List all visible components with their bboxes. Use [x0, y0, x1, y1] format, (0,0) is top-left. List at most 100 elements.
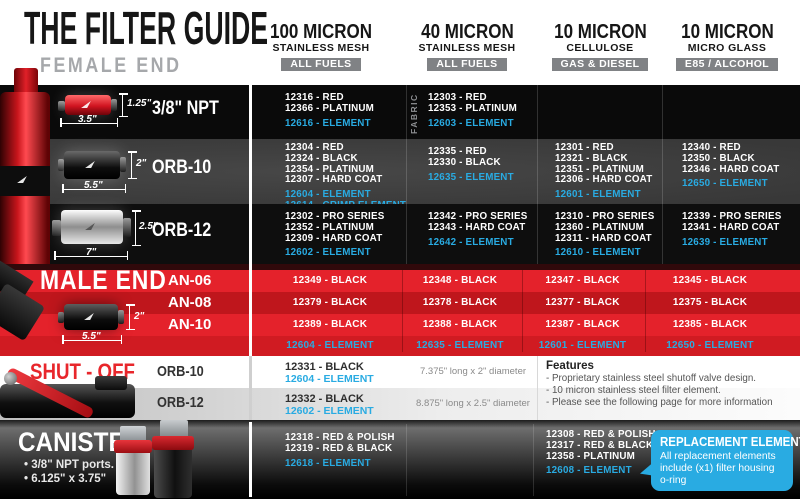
list-item: 12639 - ELEMENT — [682, 236, 768, 248]
table-row-orb12: 2.5" 7" ORB-12 12302 - PRO SERIES 12352 -… — [0, 204, 800, 264]
male-row-elements: 12604 - ELEMENT 12635 - ELEMENT 12601 - … — [0, 336, 800, 358]
part-codes: 12308 - RED & POLISH 12317 - RED & BLACK 1… — [546, 429, 696, 462]
list-item: 12604 - ELEMENT — [285, 189, 371, 201]
list-item: 12635 - ELEMENT — [428, 171, 514, 183]
list-item: 12602 - ELEMENT — [285, 247, 371, 259]
part-codes: 12340 - RED 12350 - BLACK 12346 - HARD COA… — [682, 142, 800, 175]
cell-npt-40micron: 12303 - RED 12353 - PLATINUM 12603 - ELEM… — [428, 92, 578, 129]
fabric-note: FABRIC — [409, 93, 419, 134]
part-code: 12331 - BLACK — [285, 361, 364, 373]
column-header-10-micron-cellulose: 10 MICRON CELLULOSE GAS & DIESEL — [520, 22, 680, 72]
element-codes: 12650 - ELEMENT — [682, 179, 800, 190]
label-column-divider — [249, 85, 252, 356]
aeromotive-logo-icon — [17, 176, 27, 183]
list-item: 12352 - PLATINUM — [285, 221, 375, 233]
part-codes: 12303 - RED 12353 - PLATINUM — [428, 92, 578, 115]
part-codes: 12335 - RED 12330 - BLACK — [428, 146, 578, 169]
list-item: 12342 - PRO SERIES — [428, 211, 528, 222]
page-subtitle: FEMALE END — [40, 54, 182, 77]
element-codes: 12608 - ELEMENT — [546, 466, 696, 477]
features-title: Features — [546, 360, 594, 372]
male-row-an06: AN-06 12349 - BLACK 12348 - BLACK 12347 … — [0, 270, 800, 292]
list-item: 12618 - ELEMENT — [285, 457, 371, 469]
dim-height-label: 2.5" — [139, 221, 158, 232]
row-label-an08: AN-08 — [168, 294, 212, 311]
column-header-10-micron-glass: 10 MICRON MICRO GLASS E85 / ALCOHOL — [647, 22, 800, 72]
part-codes: 12302 - PRO SERIES 12352 - PLATINUM 12309 … — [285, 211, 435, 244]
column-title: 40 MICRON — [420, 21, 514, 43]
cell-canister-100micron: 12318 - RED & POLISH 12319 - RED & BLACK … — [285, 432, 435, 469]
element-codes: 12616 - ELEMENT — [285, 117, 435, 130]
part-codes: 12301 - RED 12321 - BLACK 12351 - PLATINUM… — [555, 142, 705, 186]
list-item: 12341 - HARD COAT — [682, 221, 780, 233]
dim-height-label: 2" — [134, 311, 145, 322]
list-item: 12321 - BLACK — [555, 152, 628, 164]
list-item: 12353 - PLATINUM — [428, 102, 518, 114]
list-item: 12616 - ELEMENT — [285, 117, 371, 129]
list-item: 12339 - PRO SERIES — [682, 211, 782, 222]
part-code: 12378 - BLACK — [422, 297, 498, 308]
male-row-an08: AN-08 12379 - BLACK 12378 - BLACK 12377 … — [0, 292, 800, 314]
element-codes: 12635 - ELEMENT — [428, 171, 578, 184]
list-item: - Proprietary stainless steel shutoff va… — [546, 373, 757, 384]
part-code: 12389 - BLACK — [292, 319, 368, 330]
page-header: THE FILTER GUIDE FEMALE END 100 MICRON S… — [0, 0, 800, 85]
part-codes: 12316 - RED 12366 - PLATINUM — [285, 92, 435, 115]
male-row-an10: AN-10 12389 - BLACK 12388 - BLACK 12387 … — [0, 314, 800, 336]
element-codes: 12601 - ELEMENT — [555, 189, 705, 201]
dim-height-label: 1.25" — [127, 98, 152, 109]
list-item: 12306 - HARD COAT — [555, 174, 653, 186]
list-item: 12310 - PRO SERIES — [555, 211, 655, 222]
list-item: • 6.125" x 3.75" — [24, 473, 107, 485]
row-label-npt: 3/8" NPT — [152, 98, 219, 119]
element-codes: 12610 - ELEMENT — [555, 248, 705, 259]
list-item: 12650 - ELEMENT — [682, 178, 768, 190]
part-code: 12379 - BLACK — [292, 297, 368, 308]
list-item: • 3/8" NPT ports. — [24, 459, 114, 471]
table-row-npt: 1.25" 3.5" 3/8" NPT 12316 - RED 12366 - P… — [0, 85, 800, 139]
spec-text: 7.375" long x 2" diameter — [419, 366, 527, 377]
list-item: 12317 - RED & BLACK — [546, 439, 654, 451]
element-code: 12650 - ELEMENT — [666, 340, 754, 351]
element-code: 12635 - ELEMENT — [416, 340, 504, 351]
part-code: 12388 - BLACK — [422, 319, 498, 330]
element-code: 12604 - ELEMENT — [285, 373, 374, 385]
list-item: 12318 - RED & POLISH — [285, 432, 395, 443]
fuel-badge: ALL FUELS — [281, 58, 361, 71]
callout-body: All replacement elements include (x1) fi… — [660, 451, 776, 486]
section-title-male-end: MALE END — [40, 265, 167, 295]
cell-orb12-glass: 12339 - PRO SERIES 12341 - HARD COAT 1263… — [682, 211, 800, 248]
row-label-an06: AN-06 — [168, 272, 212, 289]
list-item: 12303 - RED — [428, 92, 487, 103]
list-item: - Please see the following page for more… — [546, 396, 773, 408]
column-media: STAINLESS MESH — [418, 42, 516, 54]
part-code: 12347 - BLACK — [545, 275, 620, 286]
column-header-40-micron: 40 MICRON STAINLESS MESH ALL FUELS — [387, 22, 547, 72]
part-codes: 12342 - PRO SERIES 12343 - HARD COAT — [428, 211, 578, 234]
features-list: - Proprietary stainless steel shutoff va… — [546, 373, 773, 408]
element-codes: 12602 - ELEMENT — [285, 248, 435, 259]
element-code: 12602 - ELEMENT — [285, 405, 374, 417]
cell-orb10-100micron: 12304 - RED 12324 - BLACK 12354 - PLATINUM… — [285, 142, 435, 212]
list-item: 12316 - RED — [285, 92, 344, 103]
label-column-divider — [249, 422, 252, 497]
list-item: 12319 - RED & BLACK — [285, 442, 393, 454]
dim-length-label: 5.5" — [82, 331, 101, 342]
aeromotive-logo-icon — [81, 101, 91, 108]
dim-length-label: 3.5" — [78, 114, 97, 125]
row-label-shutoff-orb10: ORB-10 — [157, 363, 204, 380]
part-code: 12375 - BLACK — [672, 297, 748, 308]
cell-orb10-glass: 12340 - RED 12350 - BLACK 12346 - HARD COA… — [682, 142, 800, 190]
callout-title: REPLACEMENT ELEMENTS — [660, 435, 800, 449]
part-codes: 12304 - RED 12324 - BLACK 12354 - PLATINUM… — [285, 142, 435, 186]
cell-orb10-cellulose: 12301 - RED 12321 - BLACK 12351 - PLATINUM… — [555, 142, 705, 201]
cell-orb12-100micron: 12302 - PRO SERIES 12352 - PLATINUM 12309 … — [285, 211, 435, 259]
section-canister: CANISTER • 3/8" NPT ports. • 6.125" x 3.7… — [0, 420, 800, 499]
fuel-badge: GAS & DIESEL — [551, 58, 649, 71]
list-item: 12610 - ELEMENT — [555, 247, 641, 259]
list-item: 12311 - HARD COAT — [555, 232, 652, 244]
list-item: 12603 - ELEMENT — [428, 117, 514, 129]
part-code: 12377 - BLACK — [545, 297, 620, 308]
column-media: MICRO GLASS — [687, 42, 767, 54]
element-codes: 12642 - ELEMENT — [428, 237, 578, 249]
